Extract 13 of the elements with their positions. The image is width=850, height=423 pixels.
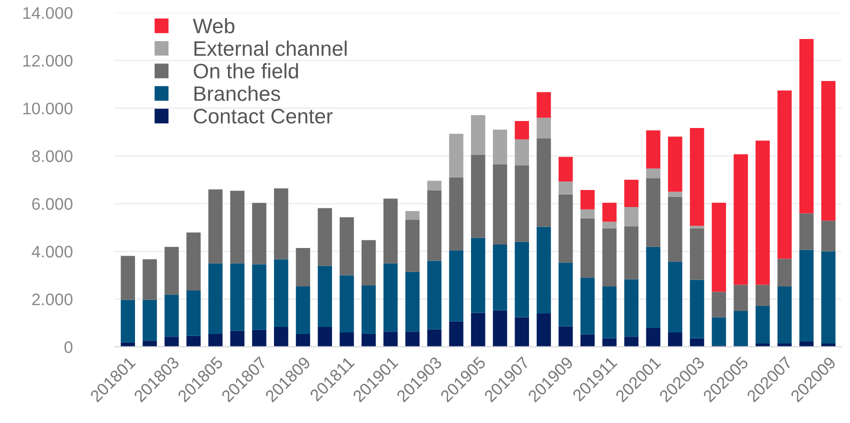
y-tick-label: 10.000 — [23, 102, 72, 114]
y-tick-label: 2.000 — [32, 294, 72, 306]
legend-label: Web — [192, 18, 234, 34]
y-tick-label: 14.000 — [23, 7, 72, 19]
legend-label: External channel — [194, 40, 347, 56]
legend-label: Branches — [194, 86, 280, 102]
y-tick-label: 6.000 — [32, 198, 72, 210]
y-tick-label: 12.000 — [23, 54, 72, 67]
legend-label: Contact Center — [194, 108, 333, 124]
y-tick-label: 0 — [64, 341, 72, 354]
y-tick-label: 4.000 — [32, 246, 72, 258]
legend-label: On the field — [194, 63, 298, 78]
y-tick-label: 8.000 — [32, 150, 72, 162]
